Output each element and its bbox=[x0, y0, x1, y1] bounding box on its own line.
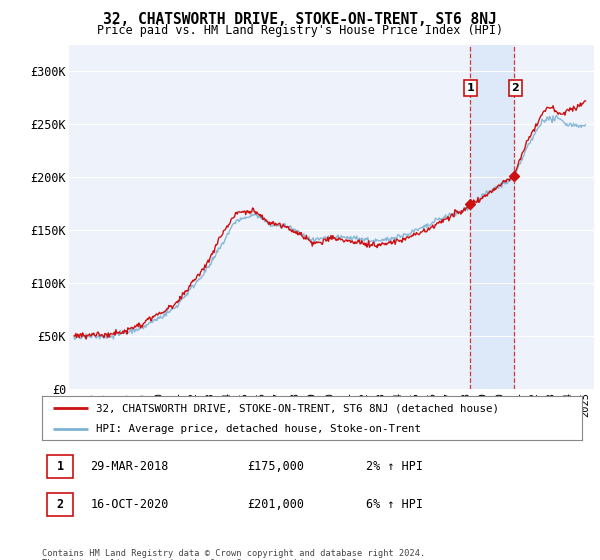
Text: £175,000: £175,000 bbox=[247, 460, 304, 473]
Text: 2% ↑ HPI: 2% ↑ HPI bbox=[366, 460, 423, 473]
Text: £201,000: £201,000 bbox=[247, 498, 304, 511]
Text: 6% ↑ HPI: 6% ↑ HPI bbox=[366, 498, 423, 511]
Text: HPI: Average price, detached house, Stoke-on-Trent: HPI: Average price, detached house, Stok… bbox=[96, 424, 421, 433]
Text: 1: 1 bbox=[57, 460, 64, 473]
FancyBboxPatch shape bbox=[47, 493, 73, 516]
Bar bbox=[470, 45, 514, 389]
Text: Contains HM Land Registry data © Crown copyright and database right 2024.
This d: Contains HM Land Registry data © Crown c… bbox=[42, 549, 425, 560]
Text: 1: 1 bbox=[466, 83, 474, 93]
Text: 16-OCT-2020: 16-OCT-2020 bbox=[91, 498, 169, 511]
Text: 2: 2 bbox=[57, 498, 64, 511]
Text: 29-MAR-2018: 29-MAR-2018 bbox=[91, 460, 169, 473]
Text: 2: 2 bbox=[512, 83, 519, 93]
Text: 32, CHATSWORTH DRIVE, STOKE-ON-TRENT, ST6 8NJ: 32, CHATSWORTH DRIVE, STOKE-ON-TRENT, ST… bbox=[103, 12, 497, 27]
Text: Price paid vs. HM Land Registry's House Price Index (HPI): Price paid vs. HM Land Registry's House … bbox=[97, 24, 503, 37]
FancyBboxPatch shape bbox=[47, 455, 73, 478]
Text: 32, CHATSWORTH DRIVE, STOKE-ON-TRENT, ST6 8NJ (detached house): 32, CHATSWORTH DRIVE, STOKE-ON-TRENT, ST… bbox=[96, 403, 499, 413]
